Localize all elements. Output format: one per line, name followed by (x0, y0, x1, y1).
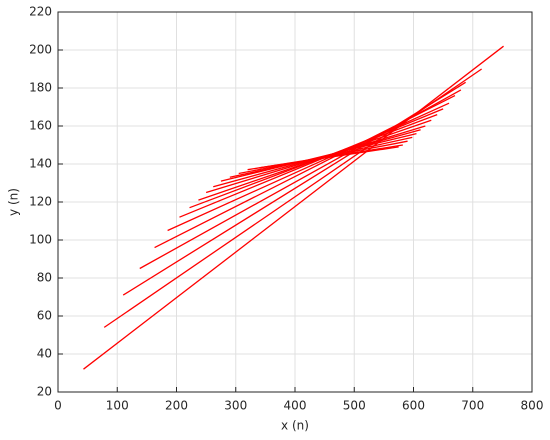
y-tick-label: 200 (29, 43, 52, 57)
y-tick-label: 60 (37, 309, 52, 323)
line-segment (83, 45, 504, 370)
x-tick-label: 100 (106, 399, 129, 413)
x-tick-label: 500 (343, 399, 366, 413)
line-segment (167, 102, 450, 232)
y-tick-label: 80 (37, 271, 52, 285)
x-tick-label: 200 (165, 399, 188, 413)
y-tick-label: 220 (29, 5, 52, 19)
y-tick-label: 100 (29, 233, 52, 247)
y-tick-label: 180 (29, 81, 52, 95)
line-segment (122, 81, 466, 296)
x-tick-label: 300 (224, 399, 247, 413)
line-segment (259, 146, 399, 169)
line-segment (179, 108, 444, 218)
line-segment (198, 119, 432, 201)
plot-frame (57, 11, 533, 393)
y-tick-label: 140 (29, 157, 52, 171)
x-tick-label: 800 (521, 399, 544, 413)
y-tick-label: 40 (37, 347, 52, 361)
y-tick-label: 120 (29, 195, 52, 209)
x-axis-label: x (n) (281, 419, 309, 433)
x-tick-label: 600 (402, 399, 425, 413)
y-axis-label: y (n) (7, 188, 21, 216)
x-tick-label: 0 (54, 399, 62, 413)
x-tick-label: 700 (461, 399, 484, 413)
line-segment (154, 95, 456, 249)
x-tick-label: 400 (284, 399, 307, 413)
y-tick-label: 20 (37, 385, 52, 399)
y-tick-label: 160 (29, 119, 52, 133)
